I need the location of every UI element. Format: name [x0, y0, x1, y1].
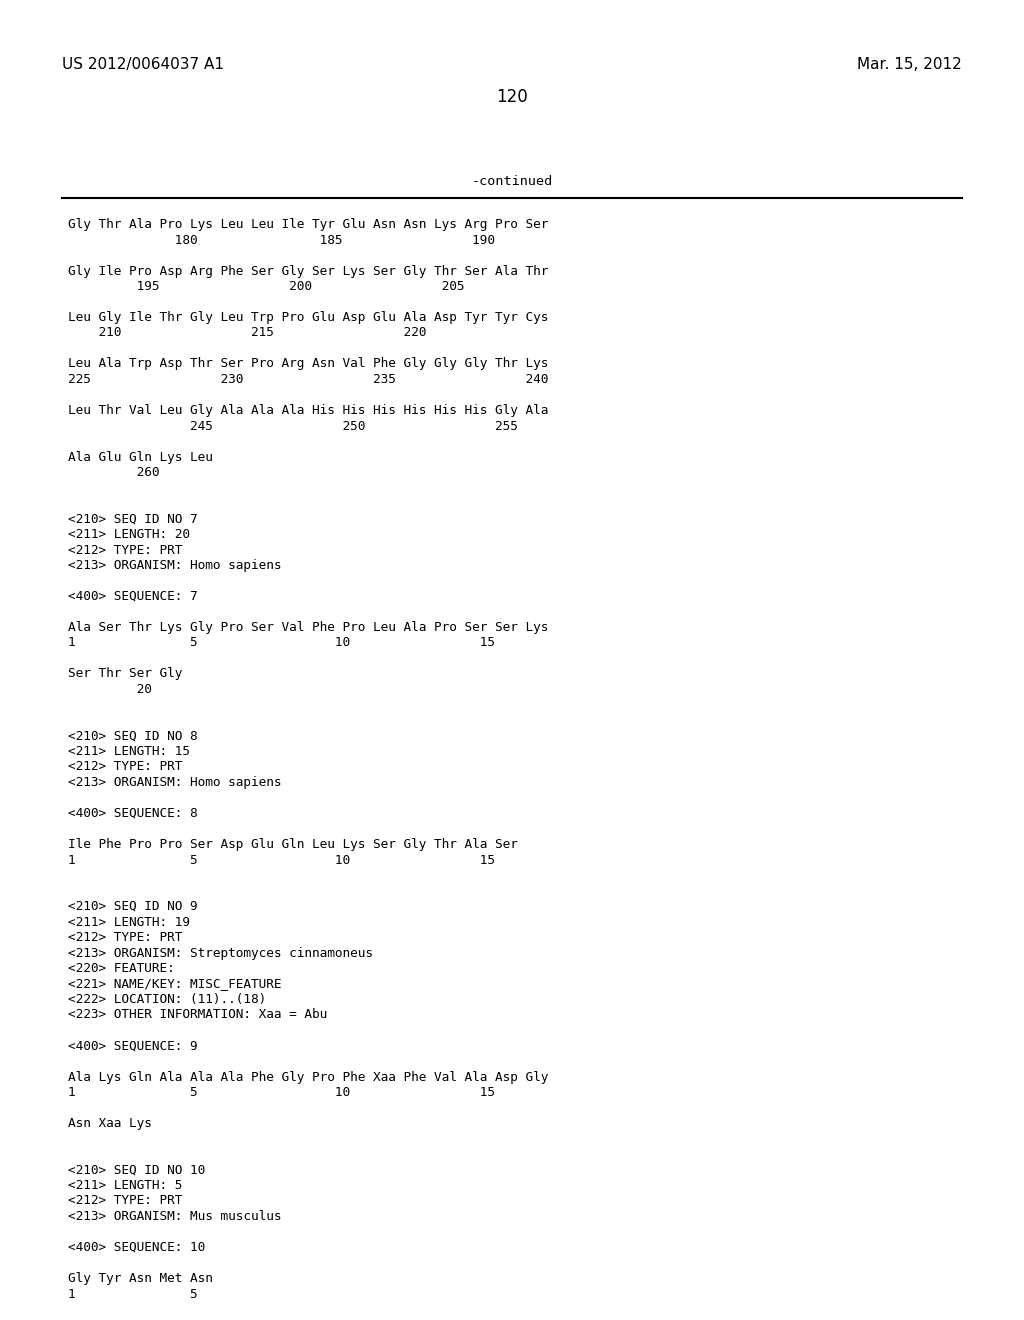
Text: 245                 250                 255: 245 250 255 — [68, 420, 518, 433]
Text: <400> SEQUENCE: 8: <400> SEQUENCE: 8 — [68, 807, 198, 820]
Text: 20: 20 — [68, 682, 152, 696]
Text: 180                185                 190: 180 185 190 — [68, 234, 495, 247]
Text: 195                 200                 205: 195 200 205 — [68, 280, 465, 293]
Text: Ala Glu Gln Lys Leu: Ala Glu Gln Lys Leu — [68, 450, 213, 463]
Text: 1               5: 1 5 — [68, 1287, 198, 1300]
Text: <213> ORGANISM: Mus musculus: <213> ORGANISM: Mus musculus — [68, 1210, 282, 1224]
Text: <211> LENGTH: 19: <211> LENGTH: 19 — [68, 916, 190, 928]
Text: <211> LENGTH: 15: <211> LENGTH: 15 — [68, 744, 190, 758]
Text: <210> SEQ ID NO 9: <210> SEQ ID NO 9 — [68, 900, 198, 913]
Text: -continued: -continued — [471, 176, 553, 187]
Text: <213> ORGANISM: Homo sapiens: <213> ORGANISM: Homo sapiens — [68, 558, 282, 572]
Text: <212> TYPE: PRT: <212> TYPE: PRT — [68, 544, 182, 557]
Text: <211> LENGTH: 5: <211> LENGTH: 5 — [68, 1179, 182, 1192]
Text: 210                 215                 220: 210 215 220 — [68, 326, 426, 339]
Text: <223> OTHER INFORMATION: Xaa = Abu: <223> OTHER INFORMATION: Xaa = Abu — [68, 1008, 328, 1022]
Text: <400> SEQUENCE: 10: <400> SEQUENCE: 10 — [68, 1241, 205, 1254]
Text: <212> TYPE: PRT: <212> TYPE: PRT — [68, 931, 182, 944]
Text: <400> SEQUENCE: 7: <400> SEQUENCE: 7 — [68, 590, 198, 603]
Text: <210> SEQ ID NO 7: <210> SEQ ID NO 7 — [68, 512, 198, 525]
Text: Gly Thr Ala Pro Lys Leu Leu Ile Tyr Glu Asn Asn Lys Arg Pro Ser: Gly Thr Ala Pro Lys Leu Leu Ile Tyr Glu … — [68, 218, 549, 231]
Text: Gly Ile Pro Asp Arg Phe Ser Gly Ser Lys Ser Gly Thr Ser Ala Thr: Gly Ile Pro Asp Arg Phe Ser Gly Ser Lys … — [68, 264, 549, 277]
Text: Leu Ala Trp Asp Thr Ser Pro Arg Asn Val Phe Gly Gly Gly Thr Lys: Leu Ala Trp Asp Thr Ser Pro Arg Asn Val … — [68, 358, 549, 371]
Text: 260: 260 — [68, 466, 160, 479]
Text: Mar. 15, 2012: Mar. 15, 2012 — [857, 57, 962, 73]
Text: Leu Thr Val Leu Gly Ala Ala Ala His His His His His His Gly Ala: Leu Thr Val Leu Gly Ala Ala Ala His His … — [68, 404, 549, 417]
Text: <212> TYPE: PRT: <212> TYPE: PRT — [68, 1195, 182, 1208]
Text: <221> NAME/KEY: MISC_FEATURE: <221> NAME/KEY: MISC_FEATURE — [68, 978, 282, 990]
Text: Leu Gly Ile Thr Gly Leu Trp Pro Glu Asp Glu Ala Asp Tyr Tyr Cys: Leu Gly Ile Thr Gly Leu Trp Pro Glu Asp … — [68, 312, 549, 323]
Text: Gly Tyr Asn Met Asn: Gly Tyr Asn Met Asn — [68, 1272, 213, 1284]
Text: <400> SEQUENCE: 9: <400> SEQUENCE: 9 — [68, 1040, 198, 1052]
Text: Ser Thr Ser Gly: Ser Thr Ser Gly — [68, 668, 182, 681]
Text: <211> LENGTH: 20: <211> LENGTH: 20 — [68, 528, 190, 541]
Text: US 2012/0064037 A1: US 2012/0064037 A1 — [62, 57, 224, 73]
Text: Ala Lys Gln Ala Ala Ala Phe Gly Pro Phe Xaa Phe Val Ala Asp Gly: Ala Lys Gln Ala Ala Ala Phe Gly Pro Phe … — [68, 1071, 549, 1084]
Text: Ala Ser Thr Lys Gly Pro Ser Val Phe Pro Leu Ala Pro Ser Ser Lys: Ala Ser Thr Lys Gly Pro Ser Val Phe Pro … — [68, 620, 549, 634]
Text: <213> ORGANISM: Streptomyces cinnamoneus: <213> ORGANISM: Streptomyces cinnamoneus — [68, 946, 373, 960]
Text: <222> LOCATION: (11)..(18): <222> LOCATION: (11)..(18) — [68, 993, 266, 1006]
Text: 225                 230                 235                 240: 225 230 235 240 — [68, 374, 549, 385]
Text: 1               5                  10                 15: 1 5 10 15 — [68, 854, 495, 866]
Text: 1               5                  10                 15: 1 5 10 15 — [68, 1086, 495, 1100]
Text: <210> SEQ ID NO 10: <210> SEQ ID NO 10 — [68, 1163, 205, 1176]
Text: 120: 120 — [496, 88, 528, 106]
Text: <212> TYPE: PRT: <212> TYPE: PRT — [68, 760, 182, 774]
Text: Ile Phe Pro Pro Ser Asp Glu Gln Leu Lys Ser Gly Thr Ala Ser: Ile Phe Pro Pro Ser Asp Glu Gln Leu Lys … — [68, 838, 518, 851]
Text: <210> SEQ ID NO 8: <210> SEQ ID NO 8 — [68, 730, 198, 742]
Text: Asn Xaa Lys: Asn Xaa Lys — [68, 1117, 152, 1130]
Text: 1               5                  10                 15: 1 5 10 15 — [68, 636, 495, 649]
Text: <220> FEATURE:: <220> FEATURE: — [68, 962, 175, 975]
Text: <213> ORGANISM: Homo sapiens: <213> ORGANISM: Homo sapiens — [68, 776, 282, 789]
